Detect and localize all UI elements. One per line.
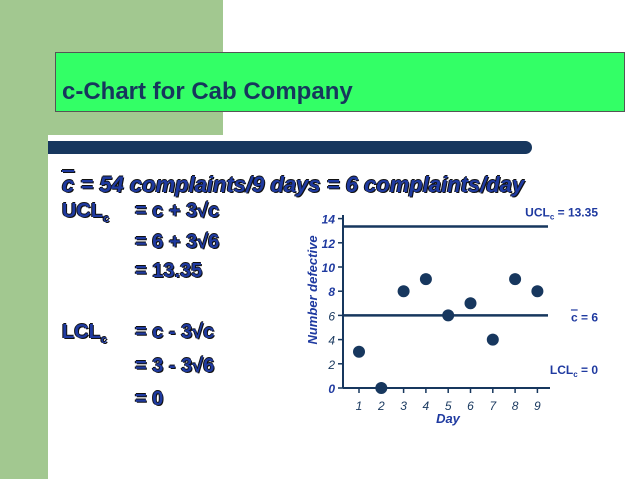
- x-tick-label: 4: [423, 399, 430, 413]
- y-tick-label: 2: [327, 358, 335, 372]
- x-tick-label: 8: [512, 399, 519, 413]
- y-tick-label: 4: [328, 334, 335, 348]
- x-tick-label: 2: [377, 399, 385, 413]
- y-tick-label: 12: [322, 237, 336, 251]
- data-point: [464, 297, 477, 310]
- x-tick-label: 6: [467, 399, 474, 413]
- lcl-line1: = c - 3√c: [135, 321, 215, 343]
- control-line-label-lcl: LCLc = 0: [550, 363, 598, 379]
- control-line-name: LCL: [550, 363, 573, 377]
- control-line-sub: c: [550, 212, 555, 221]
- ucl-label-sub: c: [103, 213, 110, 225]
- cbar-text: = 54 complaints/9 days = 6 complaints/da…: [74, 172, 525, 197]
- control-line-sub: c: [573, 370, 578, 379]
- control-line-label-center: c = 6: [571, 310, 598, 324]
- data-point: [442, 309, 455, 322]
- ucl-label-text: UCL: [62, 200, 104, 222]
- x-axis-label: Day: [436, 411, 461, 426]
- control-line-value: = 6: [578, 310, 599, 324]
- lcl-label: LCLc: [62, 321, 107, 346]
- data-point: [375, 382, 388, 394]
- y-tick-label: 14: [322, 213, 336, 227]
- data-point: [531, 285, 544, 298]
- data-point: [397, 285, 410, 298]
- ucl-label: UCLc: [62, 200, 109, 225]
- data-point: [486, 333, 499, 346]
- slide-title: c-Chart for Cab Company: [62, 78, 353, 105]
- y-tick-label: 8: [328, 285, 335, 299]
- y-tick-label: 6: [328, 309, 335, 323]
- y-tick-label: 0: [328, 382, 335, 396]
- divider-bar: [48, 141, 532, 154]
- lcl-line2: = 3 - 3√6: [135, 355, 215, 377]
- x-tick-label: 7: [489, 399, 497, 413]
- data-point: [509, 273, 522, 286]
- data-point: [419, 273, 432, 286]
- x-tick-label: 3: [400, 399, 407, 413]
- cbar-symbol: c: [62, 172, 75, 197]
- ucl-line2: = 6 + 3√6: [135, 231, 220, 253]
- control-line-name: c: [571, 310, 578, 324]
- y-axis-label: Number defective: [305, 235, 320, 344]
- lcl-line3: = 0: [135, 388, 164, 410]
- x-tick-label: 1: [356, 399, 363, 413]
- sidebar-strip: [0, 135, 48, 479]
- control-line-label-ucl: UCLc = 13.35: [525, 205, 598, 221]
- cbar-formula: c = 54 complaints/9 days = 6 complaints/…: [62, 172, 524, 198]
- ucl-line3: = 13.35: [135, 260, 203, 282]
- control-line-name: UCL: [525, 205, 550, 219]
- y-tick-label: 10: [322, 261, 336, 275]
- lcl-label-sub: c: [100, 334, 108, 346]
- title-box: [55, 52, 625, 112]
- ucl-line1: = c + 3√c: [135, 200, 220, 222]
- x-tick-label: 5: [445, 399, 452, 413]
- x-tick-label: 9: [534, 399, 541, 413]
- lcl-label-text: LCL: [62, 321, 101, 343]
- data-point: [353, 345, 365, 358]
- control-line-value: = 0: [578, 363, 599, 377]
- control-line-value: = 13.35: [554, 205, 598, 219]
